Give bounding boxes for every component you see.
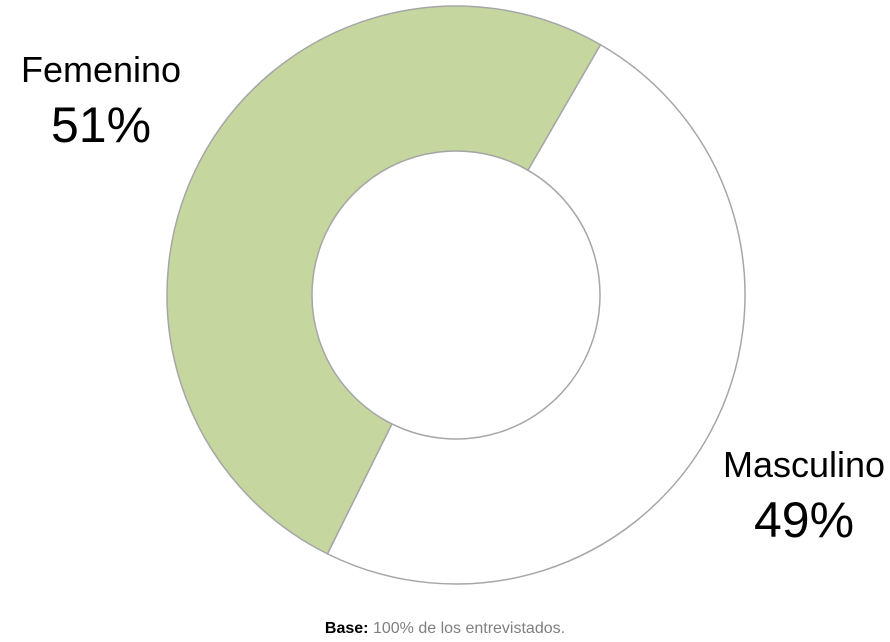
label-masculino: Masculino 49%: [718, 444, 890, 548]
category-label-masculino: Masculino: [722, 444, 886, 485]
footnote: Base: 100% de los entrevistados.: [0, 620, 890, 638]
donut-slice-masculino: [326, 43, 746, 585]
category-label-femenino: Femenino: [20, 49, 182, 90]
footnote-text: 100% de los entrevistados.: [372, 620, 566, 637]
value-label-femenino: 51%: [50, 97, 152, 153]
value-label-masculino: 49%: [753, 492, 855, 548]
footnote-label: Base:: [324, 620, 369, 637]
label-femenino: Femenino 51%: [6, 49, 196, 153]
donut-slice-femenino: [166, 5, 602, 555]
